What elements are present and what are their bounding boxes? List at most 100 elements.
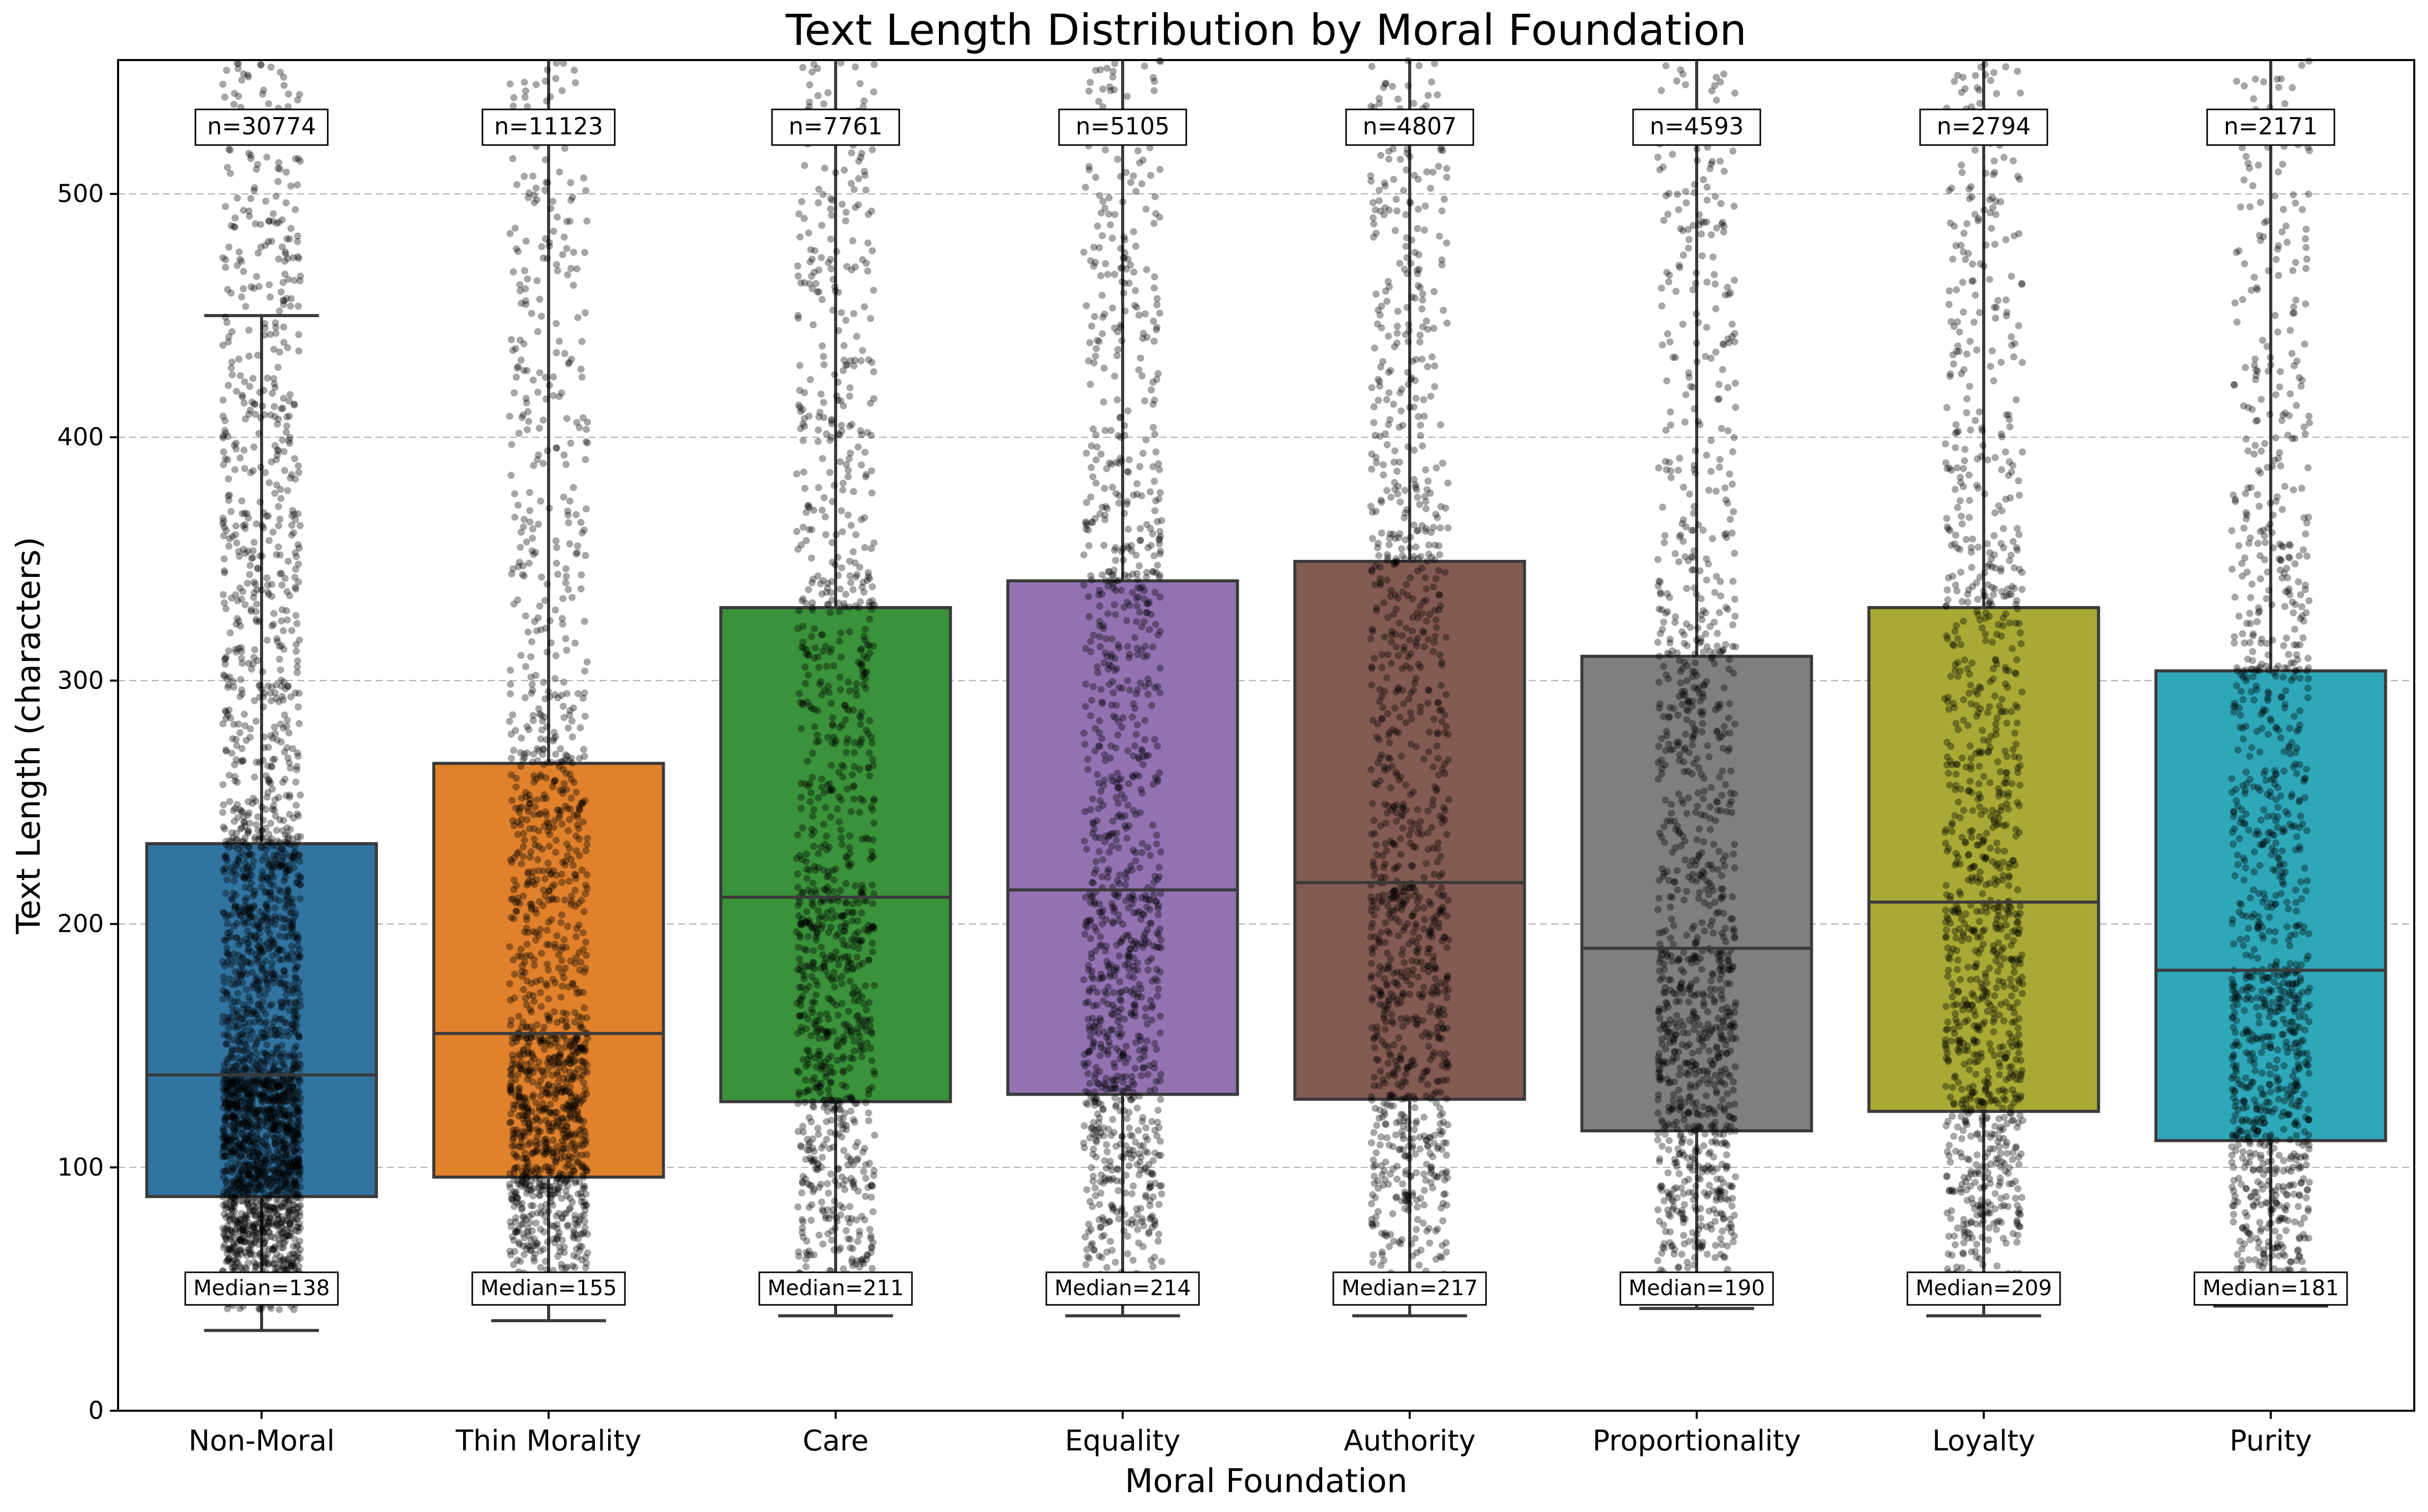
- strip-point: [551, 675, 559, 682]
- strip-point: [568, 1199, 576, 1206]
- strip-point: [279, 1098, 287, 1106]
- strip-point: [285, 729, 293, 737]
- strip-point: [522, 87, 529, 95]
- strip-point: [828, 1236, 836, 1244]
- strip-point: [258, 1199, 266, 1207]
- strip-point: [234, 997, 242, 1005]
- strip-point: [293, 620, 301, 627]
- strip-point: [550, 735, 558, 743]
- strip-point: [241, 465, 248, 472]
- strip-point: [296, 277, 304, 284]
- strip-point: [290, 1053, 298, 1061]
- strip-point: [526, 853, 534, 861]
- strip-point: [277, 486, 284, 493]
- strip-point: [281, 873, 289, 881]
- strip-point: [824, 1230, 832, 1238]
- strip-point: [271, 1134, 278, 1142]
- strip-point: [849, 1055, 857, 1063]
- strip-point: [261, 1064, 268, 1071]
- strip-point: [506, 80, 514, 88]
- strip-point: [290, 1207, 297, 1214]
- strip-point: [246, 1181, 253, 1188]
- strip-point: [869, 597, 876, 605]
- strip-point: [510, 854, 518, 862]
- strip-point: [549, 1191, 557, 1199]
- strip-point: [557, 745, 564, 753]
- strip-point: [239, 979, 246, 987]
- strip-point: [263, 512, 270, 520]
- strip-point: [241, 897, 249, 904]
- strip-point: [267, 1203, 275, 1211]
- strip-point: [580, 1118, 587, 1125]
- strip-point: [557, 919, 565, 926]
- strip-point: [227, 1133, 235, 1140]
- strip-point: [272, 330, 280, 337]
- strip-point: [265, 100, 272, 107]
- strip-point: [237, 644, 245, 651]
- strip-point: [524, 628, 532, 636]
- strip-point: [817, 899, 824, 906]
- strip-point: [242, 935, 250, 943]
- strip-point: [835, 961, 842, 968]
- strip-point: [844, 1161, 851, 1169]
- strip-point: [520, 830, 527, 837]
- strip-point: [271, 1244, 279, 1251]
- strip-point: [577, 959, 585, 966]
- strip-point: [242, 1119, 250, 1127]
- strip-point: [222, 838, 230, 845]
- strip-point: [794, 1100, 802, 1107]
- strip-point: [839, 722, 846, 729]
- strip-point: [271, 1255, 279, 1263]
- strip-point: [228, 749, 236, 757]
- strip-point: [289, 1136, 297, 1144]
- strip-point: [255, 1215, 263, 1223]
- strip-point: [582, 455, 589, 463]
- strip-point: [240, 1138, 248, 1146]
- strip-point: [550, 778, 558, 786]
- strip-point: [234, 65, 242, 72]
- strip-point: [230, 1263, 238, 1271]
- strip-point: [243, 894, 250, 902]
- strip-point: [247, 1241, 255, 1248]
- strip-point: [233, 975, 240, 983]
- strip-point: [280, 645, 288, 653]
- strip-point: [253, 955, 261, 963]
- strip-point: [240, 446, 248, 454]
- strip-point: [520, 1214, 528, 1221]
- strip-point: [824, 601, 832, 608]
- strip-point: [295, 331, 302, 338]
- strip-point: [275, 1083, 283, 1091]
- strip-point: [517, 528, 525, 536]
- strip-point: [510, 1203, 518, 1210]
- strip-point: [524, 1228, 531, 1236]
- strip-point: [522, 394, 530, 402]
- strip-point: [220, 599, 228, 607]
- strip-point: [803, 908, 811, 916]
- strip-point: [246, 819, 253, 827]
- strip-point: [233, 387, 240, 395]
- strip-point: [540, 760, 548, 768]
- strip-point: [240, 1087, 247, 1094]
- strip-point: [244, 909, 252, 917]
- strip-point: [506, 667, 514, 674]
- strip-point: [544, 66, 551, 74]
- strip-point: [255, 283, 263, 291]
- strip-point: [569, 979, 577, 987]
- strip-point: [853, 571, 861, 579]
- strip-point: [529, 525, 536, 533]
- strip-point: [256, 1143, 264, 1150]
- box-purity: [2154, 669, 2387, 1143]
- strip-point: [230, 101, 238, 108]
- strip-point: [233, 648, 240, 656]
- strip-point: [835, 930, 842, 937]
- strip-point: [819, 454, 826, 462]
- strip-point: [848, 266, 855, 274]
- strip-point: [271, 1140, 279, 1148]
- strip-point: [295, 155, 302, 162]
- strip-point: [292, 778, 300, 786]
- strip-point: [579, 1072, 586, 1079]
- strip-point: [553, 932, 561, 939]
- strip-point: [297, 1224, 304, 1232]
- strip-point: [855, 945, 863, 952]
- strip-point: [542, 1117, 550, 1124]
